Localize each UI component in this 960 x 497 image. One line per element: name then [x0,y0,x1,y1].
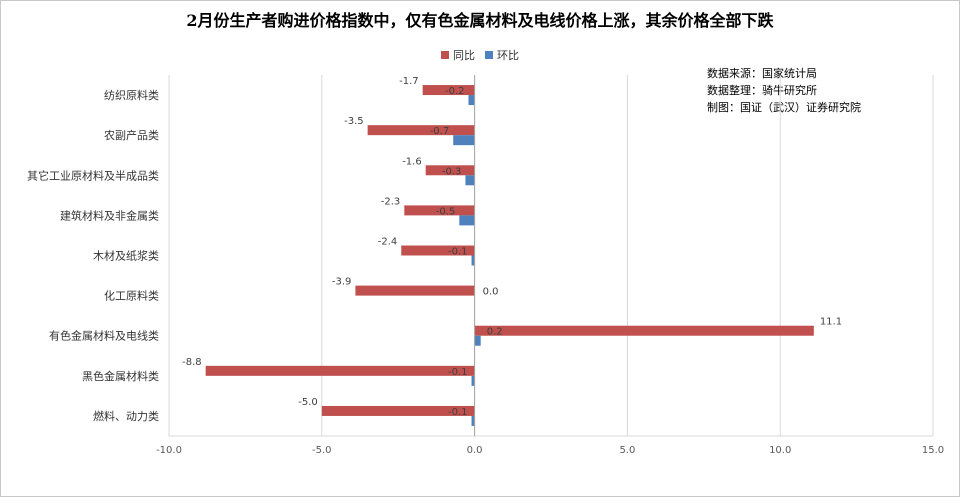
x-tick-label-1: -5.0 [312,445,332,456]
source-line-2: 数据整理：骑牛研究所 [707,84,817,97]
category-label-0: 纺织原料类 [104,88,159,102]
data-label-yoy-5: -3.9 [332,277,352,288]
data-label-mom-2: -0.3 [442,166,462,177]
data-label-mom-1: -0.7 [430,126,450,137]
data-label-yoy-8: -5.0 [298,397,318,408]
bar-yoy-7 [205,365,475,376]
data-label-mom-4: -0.1 [448,247,468,258]
data-label-yoy-7: -8.8 [182,357,202,368]
chart-title: 2月份生产者购进价格指数中，仅有色金属材料及电线价格上涨，其余价格全部下跌 [186,11,774,30]
bar-mom-7 [471,375,475,386]
bar-yoy-3 [404,205,475,216]
x-tick-label-0: -10.0 [156,445,182,456]
category-label-4: 木材及纸浆类 [93,249,159,263]
legend-item-mom: 环比 [485,47,519,63]
data-label-yoy-3: -2.3 [381,196,401,207]
bar-yoy-5 [355,285,475,296]
category-label-8: 燃料、动力类 [93,409,159,423]
legend: 同比 环比 [1,47,959,63]
bar-mom-2 [465,175,475,186]
data-label-mom-7: -0.1 [448,367,468,378]
x-tick-label-4: 10.0 [769,445,791,456]
data-label-mom-0: -0.2 [445,86,465,97]
category-label-1: 农副产品类 [104,128,159,142]
legend-label-mom: 环比 [497,49,519,62]
data-label-mom-5: 0.0 [483,287,499,298]
source-line-1: 数据来源：国家统计局 [707,67,817,80]
bar-mom-8 [471,415,475,426]
bar-mom-1 [453,135,475,146]
source-note: 数据来源：国家统计局 数据整理：骑牛研究所 制图：国证（武汉）证券研究院 [707,65,861,116]
bar-yoy-8 [321,405,475,416]
legend-swatch-yoy [441,51,449,59]
x-tick-label-2: 0.0 [467,445,483,456]
data-label-mom-6: 0.2 [487,327,503,338]
data-label-mom-8: -0.1 [448,407,468,418]
bar-mom-6 [474,335,481,346]
bar-yoy-6 [474,325,814,336]
data-label-yoy-1: -3.5 [344,116,364,127]
bar-mom-4 [471,255,475,266]
bar-mom-3 [459,215,475,226]
bar-mom-0 [468,95,475,106]
category-label-3: 建筑材料及非金属类 [60,208,159,222]
data-label-mom-3: -0.5 [436,206,456,217]
x-tick-label-5: 15.0 [922,445,944,456]
source-line-3: 制图：国证（武汉）证券研究院 [707,101,861,114]
data-label-yoy-0: -1.7 [399,76,419,87]
data-label-yoy-6: 11.1 [820,317,842,328]
category-label-7: 黑色金属材料类 [82,369,159,383]
bar-yoy-2 [425,165,475,176]
bar-yoy-0 [422,85,475,96]
category-label-2: 其它工业原材料及半成品类 [27,168,159,182]
legend-item-yoy: 同比 [441,47,475,63]
bar-yoy-1 [367,125,475,136]
data-label-yoy-2: -1.6 [402,156,422,167]
data-label-yoy-4: -2.4 [378,237,398,248]
x-tick-label-3: 5.0 [619,445,635,456]
bar-yoy-4 [401,245,475,256]
category-label-6: 有色金属材料及电线类 [49,329,159,343]
legend-swatch-mom [485,51,493,59]
legend-label-yoy: 同比 [453,49,475,62]
category-label-5: 化工原料类 [104,289,159,303]
